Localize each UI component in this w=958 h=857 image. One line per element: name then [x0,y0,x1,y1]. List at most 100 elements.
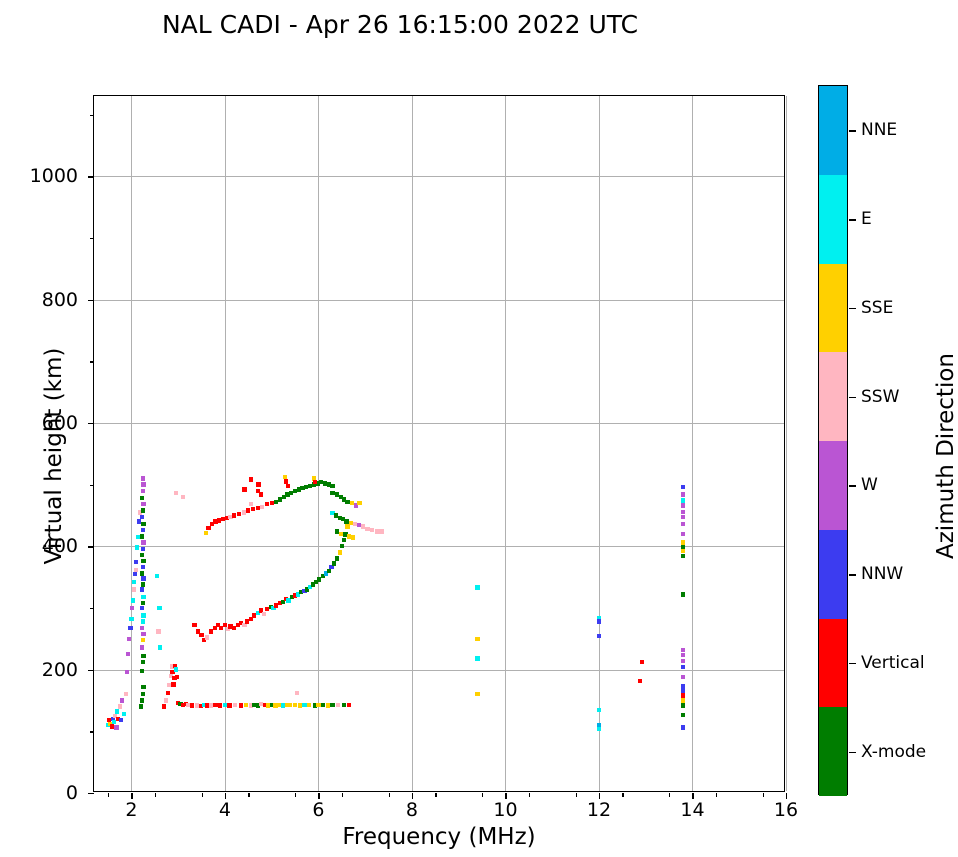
data-point [141,558,146,564]
data-point [292,702,298,707]
data-point [338,531,343,537]
y-tick [88,176,94,178]
data-point [681,484,686,490]
scatter-data-layer [94,96,784,791]
x-tick-label: 6 [312,799,325,821]
data-point [235,623,241,628]
data-point [281,494,286,500]
data-point [239,620,244,625]
page-title: NAL CADI - Apr 26 16:15:00 2022 UTC [161,10,639,39]
data-point [250,507,256,512]
data-point [681,553,686,559]
data-point [227,703,232,708]
data-point [312,703,317,708]
data-point [139,514,144,519]
data-point [112,713,118,719]
data-point [108,721,113,727]
data-point [178,702,183,707]
data-point [208,629,213,634]
x-tick-label: 8 [405,799,418,821]
data-point [370,528,375,533]
data-point [285,492,290,497]
data-point [379,529,384,534]
data-point [342,702,347,707]
data-point [126,636,132,641]
data-point [132,579,137,585]
ionogram-plot-area: 2 4 6 8 10 12 14 16 0 200 400 600 800 1000 [30,95,798,821]
data-point [140,582,145,587]
x-tick-minor [295,793,297,797]
x-tick-minor [435,793,437,797]
data-point [681,674,686,680]
x-tick-minor [108,793,110,797]
data-point [349,500,355,506]
data-point [307,584,313,590]
data-point [124,669,129,675]
y-tick-label: 600 [41,411,78,434]
data-point [251,613,256,618]
data-point [256,482,261,487]
x-tick-minor [248,793,250,797]
data-point [306,702,312,707]
data-point [110,716,115,722]
gridline-horizontal [94,546,784,548]
data-point [121,711,127,717]
data-point [305,587,310,592]
data-point [219,625,224,630]
data-point [681,503,686,508]
data-point [131,587,136,592]
data-point [681,658,686,664]
data-point [119,698,125,703]
data-point [139,571,144,576]
colorbar-segment-nnw [819,529,847,619]
data-point [140,476,145,481]
data-point [111,719,116,725]
data-point [242,623,247,628]
data-point [109,724,114,729]
data-point [475,636,480,641]
data-point [222,623,228,628]
data-point [273,703,278,708]
data-point [141,540,146,545]
x-tick-label: 12 [586,799,612,821]
data-point [180,702,185,707]
data-point [198,703,203,709]
colorbar-segment-sse [819,263,847,353]
y-tick-label: 200 [41,658,78,681]
colorbar-tick [849,396,856,399]
data-point [292,593,298,598]
gridline-horizontal [94,669,784,671]
data-point [131,598,136,603]
data-point [228,514,233,519]
x-tick-minor [575,793,577,797]
x-tick-minor [528,793,531,797]
data-point [596,726,602,731]
data-point [345,524,350,529]
colorbar-segment-w [819,441,847,530]
y-tick [88,669,94,672]
x-tick [598,793,601,799]
x-tick-label: 10 [493,799,518,821]
data-point [288,702,293,707]
data-point [681,521,686,527]
data-point [295,592,300,597]
colorbar-label-nnw: NNW [861,564,904,585]
data-point [334,513,339,518]
data-point [128,625,133,630]
gridline-vertical [224,96,226,791]
data-point [596,722,602,728]
x-tick-minor [154,793,157,797]
data-point [140,660,145,665]
data-point [681,549,686,554]
data-point [681,688,686,693]
data-point [323,571,328,576]
x-tick [505,793,507,799]
y-tick [88,546,94,548]
data-point [199,632,204,638]
data-point [310,582,315,587]
data-point [338,494,343,500]
data-point [285,483,291,488]
data-point [242,487,247,492]
data-point [335,492,340,497]
data-point [115,709,120,714]
